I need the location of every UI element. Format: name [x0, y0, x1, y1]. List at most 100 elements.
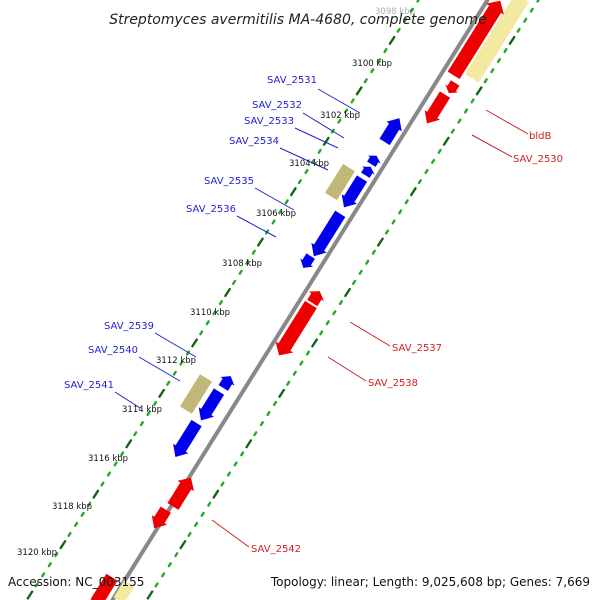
- tick-minor: [404, 199, 409, 205]
- tick-minor: [337, 118, 342, 124]
- tick-major: [179, 540, 187, 550]
- tick-major: [224, 287, 231, 298]
- tick-minor: [47, 562, 52, 568]
- tick-minor: [317, 148, 322, 154]
- tick-minor: [424, 168, 429, 175]
- position-label: 3100 kbp: [352, 59, 392, 69]
- gene-arrow-reverse: [151, 506, 171, 529]
- tick-minor: [253, 431, 258, 437]
- tick-minor: [297, 179, 302, 185]
- tick-minor: [343, 108, 349, 114]
- tick-major: [355, 86, 363, 96]
- tick-minor: [273, 400, 278, 406]
- tick-minor: [311, 158, 316, 164]
- tick-minor: [350, 98, 355, 104]
- tick-major: [388, 35, 396, 45]
- tick-minor: [100, 481, 105, 487]
- tick-minor: [205, 320, 210, 326]
- tick-major: [212, 489, 220, 499]
- gene-label-reverse: SAV_2530: [513, 154, 563, 165]
- position-label: 3102 kbp: [320, 111, 360, 121]
- tick-minor: [194, 521, 199, 527]
- tick-minor: [284, 199, 289, 205]
- feature-block: [325, 163, 355, 201]
- tick-minor: [146, 410, 151, 417]
- gene-arrow-reverse: [90, 573, 118, 600]
- tick-major: [409, 187, 417, 197]
- tick-minor: [271, 219, 276, 225]
- tick-minor: [199, 330, 204, 336]
- tick-minor: [292, 370, 297, 376]
- tick-minor: [54, 552, 59, 558]
- tick-minor: [238, 269, 243, 275]
- gene-label-forward: SAV_2532: [252, 100, 302, 111]
- tick-minor: [383, 47, 388, 54]
- tick-minor: [259, 421, 264, 427]
- tick-minor: [161, 572, 166, 578]
- tick-major: [344, 287, 351, 298]
- tick-minor: [179, 360, 184, 366]
- tick-minor: [370, 68, 375, 74]
- position-label: 3110 kbp: [190, 308, 230, 318]
- tick-minor: [154, 582, 159, 588]
- tick-minor: [417, 179, 422, 185]
- gene-arrow-forward: [379, 118, 402, 146]
- forward-tick-track: [26, 0, 420, 600]
- tick-minor: [187, 531, 192, 538]
- position-label: 3116 kbp: [88, 454, 128, 464]
- tick-minor: [363, 78, 368, 84]
- tick-minor: [299, 360, 304, 366]
- tick-minor: [431, 158, 436, 164]
- gene-arrow-forward: [173, 419, 202, 457]
- tick-minor: [139, 421, 144, 427]
- gene-label-forward: SAV_2535: [204, 176, 254, 187]
- label-leaders: [114, 88, 529, 548]
- position-label: 3112 kbp: [156, 356, 196, 366]
- tick-minor: [113, 461, 118, 467]
- gene-arrow-reverse: [424, 91, 451, 124]
- tick-minor: [516, 27, 521, 33]
- position-label: 3104 kbp: [289, 159, 329, 169]
- leader-line: [294, 127, 339, 149]
- tick-minor: [338, 300, 343, 306]
- position-label: 3106 kbp: [256, 209, 296, 219]
- tick-major: [508, 35, 516, 45]
- tick-minor: [34, 582, 39, 588]
- leader-line: [236, 215, 277, 238]
- tick-minor: [483, 78, 488, 84]
- gene-label-forward: SAV_2536: [186, 204, 236, 215]
- features: [90, 0, 529, 600]
- tick-minor: [41, 572, 46, 578]
- genome-summary: Topology: linear; Length: 9,025,608 bp; …: [270, 575, 590, 589]
- tick-minor: [120, 451, 125, 457]
- tick-minor: [325, 320, 330, 326]
- gene-arrow-reverse: [167, 477, 194, 510]
- tick-minor: [233, 461, 238, 467]
- tick-minor: [80, 511, 85, 517]
- gene-arrow-reverse: [307, 291, 324, 307]
- gene-arrow-reverse: [445, 80, 460, 94]
- gene-label-reverse: SAV_2542: [251, 544, 301, 555]
- gene-label-forward: SAV_2540: [88, 345, 138, 356]
- leader-line: [349, 321, 391, 347]
- page-title: Streptomyces avermitilis MA-4680, comple…: [109, 12, 487, 28]
- leader-line: [327, 356, 367, 382]
- tick-minor: [490, 68, 495, 74]
- tick-minor: [371, 249, 376, 255]
- gene-arrow-forward: [341, 175, 368, 208]
- leader-line: [154, 332, 197, 358]
- tick-major: [442, 136, 450, 146]
- leader-line: [254, 187, 295, 211]
- position-label: 3098 kbp: [375, 7, 415, 17]
- leader-line: [279, 147, 329, 171]
- feature-block: [180, 374, 212, 414]
- reverse-tick-track: [146, 0, 540, 600]
- leader-line: [317, 88, 361, 114]
- tick-minor: [153, 400, 158, 406]
- tick-minor: [358, 269, 363, 275]
- tick-minor: [396, 27, 401, 33]
- labels: 3098 kbp 3100 kbp 3102 kbp 3104 kbp 3106 kbp…: [17, 7, 563, 558]
- position-label: 3118 kbp: [52, 502, 92, 512]
- tick-minor: [207, 501, 212, 507]
